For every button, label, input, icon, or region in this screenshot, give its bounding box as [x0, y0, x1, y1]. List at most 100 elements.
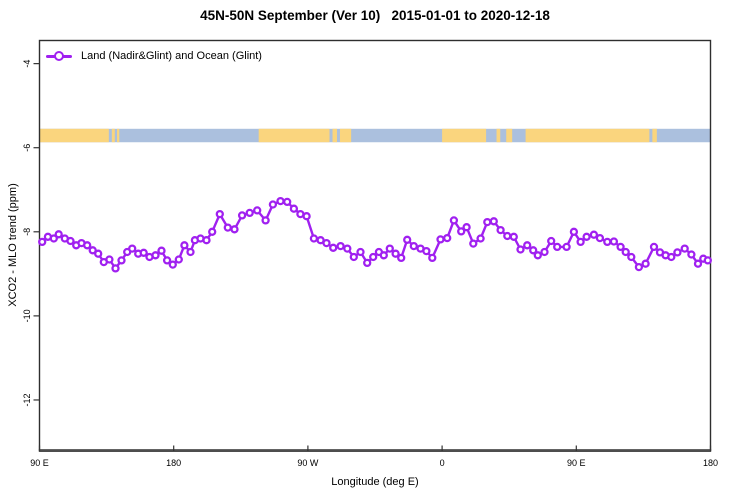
- data-point-marker: [268, 200, 278, 209]
- y-tick-label: -4: [22, 60, 32, 68]
- data-point-marker: [547, 236, 556, 246]
- data-point-marker: [609, 237, 619, 246]
- map-strip-land-segment: [442, 128, 487, 143]
- y-axis-label: XCO2 - MLO trend (ppm): [7, 183, 19, 307]
- data-point-marker: [595, 233, 605, 243]
- data-point-marker: [533, 251, 542, 260]
- legend-line-marker-icon: [46, 49, 72, 63]
- data-point-marker: [230, 225, 239, 234]
- y-tick-label: -12: [22, 393, 32, 406]
- data-point-marker: [443, 233, 452, 243]
- data-point-marker: [509, 232, 518, 241]
- data-point-marker: [253, 206, 262, 215]
- map-strip-land-segment: [339, 128, 352, 143]
- data-point-marker: [397, 253, 406, 263]
- data-point-marker: [391, 249, 400, 258]
- data-point-marker: [117, 256, 126, 265]
- legend-label: Land (Nadir&Glint) and Ocean (Glint): [81, 50, 262, 62]
- data-point-marker: [680, 244, 689, 253]
- data-point-marker: [186, 247, 195, 257]
- data-point-marker: [349, 252, 358, 262]
- data-point-marker: [703, 256, 712, 265]
- data-point-marker: [462, 223, 471, 232]
- data-point-marker: [369, 252, 378, 262]
- data-point-marker: [245, 208, 254, 218]
- data-point-marker: [476, 234, 485, 243]
- data-point-marker: [343, 244, 352, 253]
- data-point-marker: [174, 255, 183, 264]
- data-point-marker: [168, 260, 177, 269]
- x-axis-label: Longitude (deg E): [331, 476, 419, 488]
- data-point-marker: [105, 255, 114, 264]
- data-point-marker: [576, 237, 585, 247]
- x-tick-label: 180: [166, 458, 181, 468]
- data-point-marker: [83, 241, 92, 250]
- data-point-marker: [237, 211, 247, 220]
- map-strip-land-segment: [111, 128, 115, 143]
- data-point-marker: [540, 247, 549, 257]
- x-tick-label: 90 E: [30, 458, 49, 468]
- data-point-marker: [469, 239, 478, 248]
- chart-title: 45N-50N September (Ver 10) 2015-01-01 to…: [200, 8, 550, 23]
- x-tick-label: 0: [440, 458, 445, 468]
- data-point-marker: [457, 227, 466, 236]
- map-strip-land-segment: [496, 128, 501, 143]
- y-tick-label: -10: [22, 309, 32, 322]
- data-point-marker: [483, 217, 492, 227]
- data-point-marker: [516, 245, 525, 254]
- data-point-marker: [569, 227, 579, 236]
- x-tick-label: 180: [703, 458, 718, 468]
- map-strip-land-segment: [39, 128, 109, 143]
- data-point-marker: [687, 250, 696, 259]
- data-point-marker: [66, 236, 75, 246]
- data-point-marker: [693, 259, 703, 268]
- data-point-marker: [582, 232, 591, 241]
- data-point-marker: [449, 216, 459, 225]
- data-point-marker: [589, 230, 599, 239]
- data-point-marker: [621, 247, 630, 257]
- data-point-marker: [111, 264, 120, 273]
- data-point-marker: [139, 248, 148, 257]
- data-point-marker: [409, 241, 418, 251]
- data-point-marker: [128, 244, 137, 253]
- data-point-marker: [523, 241, 532, 250]
- data-point-marker: [428, 253, 437, 263]
- legend: Land (Nadir&Glint) and Ocean (Glint): [46, 49, 262, 63]
- data-point-marker: [180, 241, 189, 250]
- data-point-marker: [673, 248, 682, 257]
- data-point-marker: [489, 217, 498, 226]
- data-point-marker: [603, 237, 612, 247]
- y-tick-label: -6: [22, 144, 32, 152]
- data-point-marker: [49, 234, 58, 243]
- data-point-marker: [363, 258, 372, 268]
- data-point-marker: [562, 242, 571, 252]
- data-point-marker: [151, 251, 160, 260]
- data-point-marker: [261, 216, 270, 225]
- data-point-marker: [202, 236, 211, 245]
- data-point-marker: [649, 242, 659, 252]
- data-point-marker: [616, 242, 625, 252]
- data-point-marker: [634, 262, 644, 272]
- data-point-marker: [38, 237, 47, 247]
- x-tick-label: 90 E: [567, 458, 586, 468]
- y-tick-label: -8: [22, 228, 32, 236]
- data-point-marker: [162, 256, 172, 265]
- data-point-marker: [379, 251, 388, 260]
- data-point-marker: [553, 242, 562, 252]
- data-point-marker: [336, 241, 345, 251]
- map-strip-land-segment: [652, 128, 657, 143]
- data-point-marker: [88, 246, 97, 255]
- data-point-marker: [627, 252, 636, 262]
- map-strip-land-segment: [117, 128, 120, 143]
- data-point-marker: [54, 230, 63, 239]
- data-point-marker: [403, 235, 412, 244]
- x-tick-label: 90 W: [297, 458, 319, 468]
- data-point-marker: [215, 209, 224, 219]
- data-point-marker: [503, 231, 512, 241]
- legend-circle-icon: [54, 51, 64, 61]
- data-point-marker: [436, 235, 445, 244]
- map-strip-land-segment: [506, 128, 513, 143]
- data-point-marker: [283, 197, 292, 207]
